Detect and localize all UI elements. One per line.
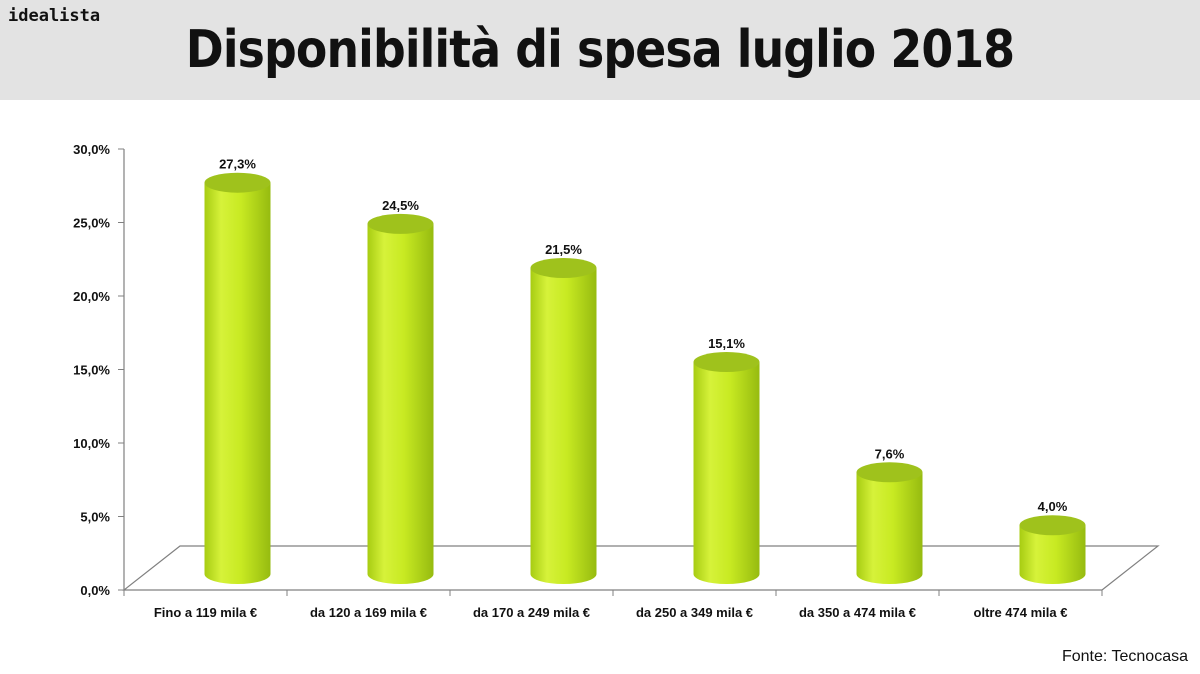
header-bar: idealista Disponibilità di spesa luglio … <box>0 0 1200 100</box>
x-category-label: da 170 a 249 mila € <box>473 605 590 620</box>
bar-value-label: 4,0% <box>1038 499 1068 514</box>
y-tick-label: 10,0% <box>73 436 110 451</box>
source-note: Fonte: Tecnocasa <box>1061 648 1188 665</box>
bar-body <box>367 223 434 584</box>
y-tick-label: 30,0% <box>73 142 110 157</box>
bar-3 <box>693 352 760 584</box>
brand-logo: idealista <box>8 6 101 26</box>
bar-1 <box>367 213 434 584</box>
bar-top <box>204 172 271 193</box>
bar-body <box>204 182 271 584</box>
bar-5 <box>1019 515 1086 584</box>
bar-value-label: 15,1% <box>708 336 745 351</box>
bar-body <box>856 472 923 584</box>
x-category-label: da 250 a 349 mila € <box>636 605 753 620</box>
chart-floor <box>122 545 1160 591</box>
bar-value-label: 7,6% <box>875 446 905 461</box>
x-category-label: Fino a 119 mila € <box>154 605 257 620</box>
x-category-label: da 350 a 474 mila € <box>799 605 916 620</box>
bar-top <box>530 257 597 278</box>
y-tick-label: 0,0% <box>80 583 110 598</box>
bar-body <box>1019 525 1086 584</box>
bar-0 <box>204 172 271 584</box>
x-category-label: oltre 474 mila € <box>974 605 1068 620</box>
bar-top <box>693 352 760 373</box>
bar-4 <box>856 462 923 584</box>
y-tick-label: 5,0% <box>80 510 110 525</box>
bar-top <box>367 213 434 234</box>
x-category-label: da 120 a 169 mila € <box>310 605 427 620</box>
y-tick-label: 25,0% <box>73 216 110 231</box>
bar-value-label: 24,5% <box>382 198 419 213</box>
bar-value-label: 27,3% <box>219 157 256 172</box>
bar-body <box>530 267 597 584</box>
bar-top <box>1019 515 1086 536</box>
y-tick-label: 20,0% <box>73 289 110 304</box>
bar-2 <box>530 257 597 584</box>
bar-body <box>693 362 760 584</box>
bar-top <box>856 462 923 483</box>
bar-value-label: 21,5% <box>545 242 582 257</box>
y-tick-label: 15,0% <box>73 363 110 378</box>
page-title: Disponibilità di spesa luglio 2018 <box>185 20 1015 80</box>
